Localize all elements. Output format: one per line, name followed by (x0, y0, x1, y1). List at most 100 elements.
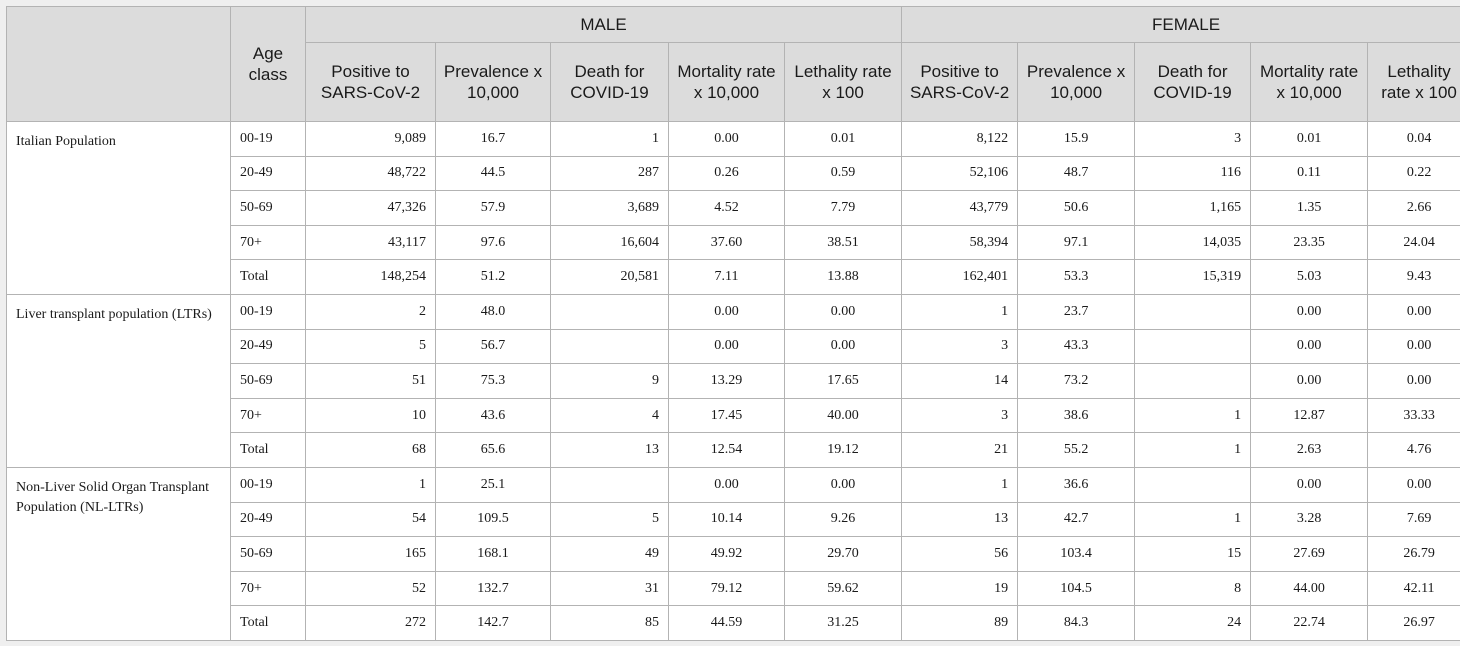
male-value-cell: 0.00 (783, 466, 903, 503)
male-value-cell: 68 (305, 432, 436, 468)
female-value-cell: 1 (1134, 501, 1252, 538)
male-value-cell: 65.6 (435, 432, 551, 468)
table-row: 20-49 48,722 44.5 287 0.26 0.59 52,106 48.7 116 0… (7, 155, 1460, 192)
female-value-cell: 0.00 (1367, 328, 1460, 365)
male-value-cell: 168.1 (435, 536, 551, 572)
table-row: Total 68 65.6 13 12.54 19.12 21 55.2 1 2.63 4.76 (7, 432, 1460, 468)
female-value-cell: 0.00 (1250, 293, 1369, 330)
female-positive-header: Positive to SARS-CoV-2 (901, 42, 1019, 122)
male-value-cell: 40.00 (783, 397, 903, 434)
age-class-cell: 70+ (230, 570, 306, 607)
female-value-cell: 14,035 (1134, 224, 1252, 261)
table-row: 20-49 5 56.7 0.00 0.00 3 43.3 0.00 0.00 (7, 328, 1460, 365)
male-value-cell: 25.1 (435, 466, 551, 503)
female-value-cell (1134, 293, 1252, 330)
female-value-cell: 56 (901, 536, 1019, 572)
male-value-cell: 20,581 (550, 259, 669, 295)
female-value-cell: 27.69 (1250, 536, 1369, 572)
female-value-cell: 24.04 (1367, 224, 1460, 261)
female-value-cell: 12.87 (1250, 397, 1369, 434)
age-class-cell: 50-69 (230, 536, 306, 572)
female-value-cell: 8,122 (901, 121, 1019, 157)
female-value-cell: 89 (901, 605, 1019, 641)
female-value-cell: 8 (1134, 570, 1252, 607)
male-value-cell: 132.7 (435, 570, 551, 607)
population-header-cell (6, 6, 231, 122)
male-lethality-header: Lethality rate x 100 (783, 42, 903, 122)
female-value-cell: 73.2 (1017, 363, 1136, 399)
female-value-cell: 50.6 (1017, 190, 1136, 226)
male-value-cell: 0.59 (783, 155, 903, 192)
female-value-cell: 4.76 (1367, 432, 1460, 468)
female-value-cell: 0.00 (1250, 363, 1369, 399)
male-value-cell: 59.62 (783, 570, 903, 607)
female-value-cell: 44.00 (1250, 570, 1369, 607)
female-value-cell: 43,779 (901, 190, 1019, 226)
female-value-cell: 3 (901, 328, 1019, 365)
female-value-cell (1134, 466, 1252, 503)
age-class-cell: Total (230, 605, 306, 641)
male-value-cell: 49.92 (668, 536, 785, 572)
table-row: 20-49 54 109.5 5 10.14 9.26 13 42.7 1 3.28 7.69 (7, 501, 1460, 538)
male-value-cell: 3,689 (550, 190, 669, 226)
male-value-cell: 109.5 (435, 501, 551, 538)
male-value-cell: 85 (550, 605, 669, 641)
male-value-cell: 57.9 (435, 190, 551, 226)
female-value-cell: 21 (901, 432, 1019, 468)
female-value-cell: 3 (901, 397, 1019, 434)
age-class-cell: Total (230, 432, 306, 468)
female-value-cell: 13 (901, 501, 1019, 538)
male-value-cell (550, 328, 669, 365)
male-value-cell: 47,326 (305, 190, 436, 226)
female-value-cell: 48.7 (1017, 155, 1136, 192)
female-value-cell: 2.66 (1367, 190, 1460, 226)
male-value-cell: 148,254 (305, 259, 436, 295)
female-value-cell: 0.00 (1367, 363, 1460, 399)
female-value-cell: 0.11 (1250, 155, 1369, 192)
female-value-cell: 1.35 (1250, 190, 1369, 226)
male-value-cell: 2 (305, 293, 436, 330)
table-row: Liver transplant population (LTRs) 00-19 2… (6, 293, 1460, 468)
male-value-cell: 38.51 (783, 224, 903, 261)
male-mortality-header: Mortality rate x 10,000 (668, 42, 785, 122)
male-value-cell: 52 (305, 570, 436, 607)
male-value-cell: 9.26 (783, 501, 903, 538)
male-group-header: MALE (304, 6, 903, 43)
population-label: Liver transplant population (LTRs) (6, 293, 231, 468)
age-class-cell: 70+ (230, 224, 306, 261)
female-value-cell: 52,106 (901, 155, 1019, 192)
male-value-cell: 13.29 (668, 363, 785, 399)
age-class-cell: 20-49 (230, 155, 306, 192)
female-value-cell: 15 (1134, 536, 1252, 572)
female-value-cell: 26.97 (1367, 605, 1460, 641)
age-class-cell: 00-19 (230, 121, 306, 157)
covid-data-table: Age class MALE FEMALE Positive to SARS-C… (6, 6, 1460, 641)
age-class-cell: 70+ (230, 397, 306, 434)
female-value-cell: 3 (1134, 121, 1252, 157)
female-value-cell: 0.01 (1250, 121, 1369, 157)
male-value-cell: 0.00 (783, 328, 903, 365)
female-value-cell: 22.74 (1250, 605, 1369, 641)
male-value-cell: 5 (550, 501, 669, 538)
male-value-cell: 75.3 (435, 363, 551, 399)
table-row: 50-69 165 168.1 49 49.92 29.70 56 103.4 15 27.69 2… (7, 536, 1460, 572)
male-value-cell: 10 (305, 397, 436, 434)
male-value-cell: 4.52 (668, 190, 785, 226)
female-death-header: Death for COVID-19 (1134, 42, 1252, 122)
male-value-cell: 43,117 (305, 224, 436, 261)
male-value-cell: 13 (550, 432, 669, 468)
female-value-cell: 1,165 (1134, 190, 1252, 226)
male-value-cell: 0.00 (668, 121, 785, 157)
male-value-cell: 13.88 (783, 259, 903, 295)
male-value-cell: 9,089 (305, 121, 436, 157)
male-value-cell: 0.26 (668, 155, 785, 192)
male-value-cell: 43.6 (435, 397, 551, 434)
male-positive-header: Positive to SARS-CoV-2 (305, 42, 436, 122)
female-value-cell: 1 (1134, 432, 1252, 468)
male-value-cell: 19.12 (783, 432, 903, 468)
table-row: Italian Population 00-19 9,089 16.7 1 0.00 0.0… (6, 121, 1460, 295)
male-value-cell: 51.2 (435, 259, 551, 295)
male-value-cell: 4 (550, 397, 669, 434)
male-value-cell: 17.65 (783, 363, 903, 399)
female-value-cell: 84.3 (1017, 605, 1136, 641)
